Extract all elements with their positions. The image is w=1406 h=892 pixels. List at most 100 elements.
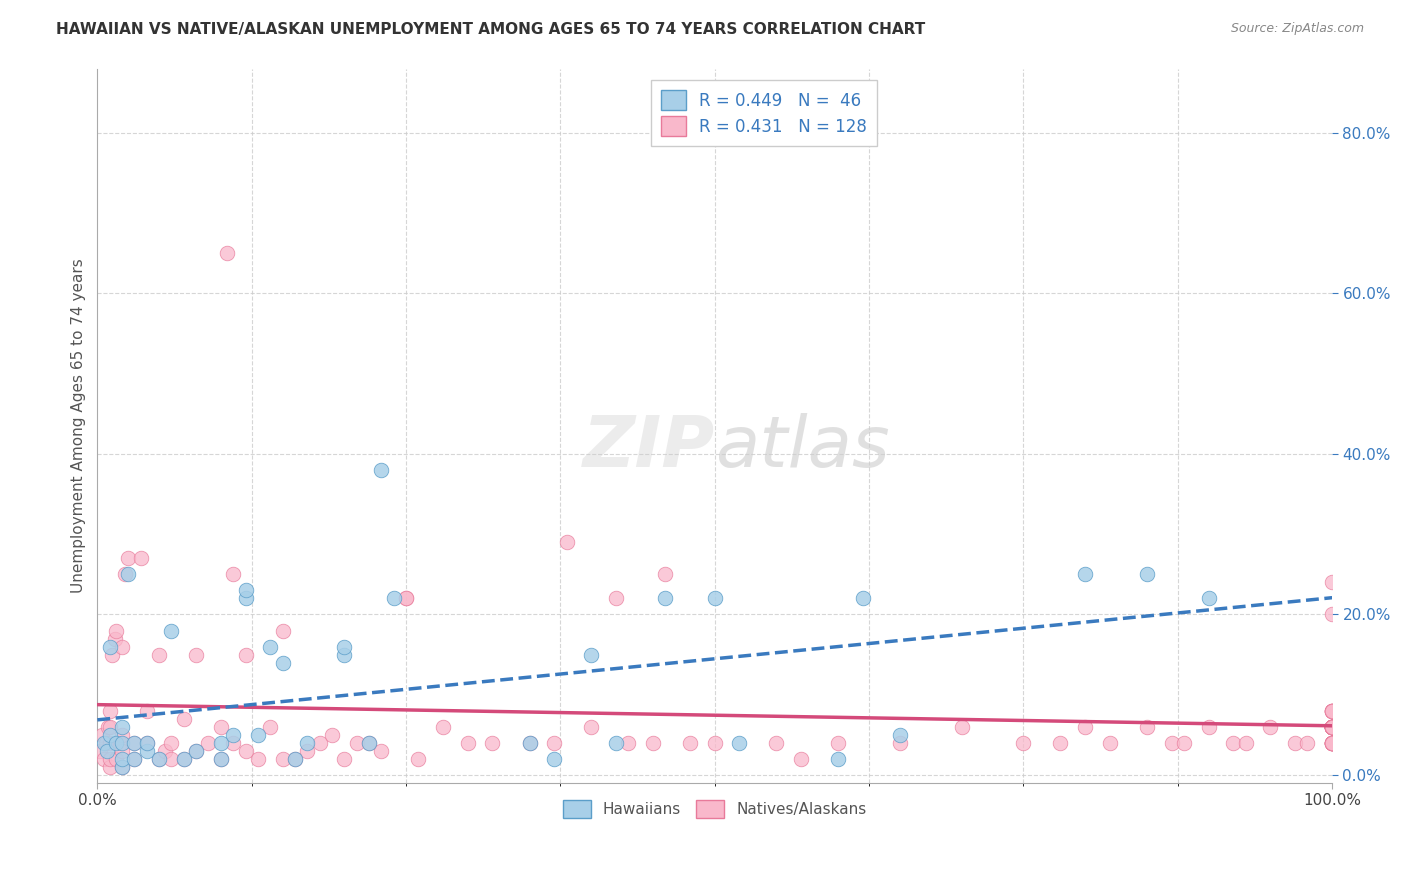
Point — [1320, 736, 1343, 750]
Point — [160, 752, 183, 766]
Point — [605, 736, 627, 750]
Point — [1234, 736, 1257, 750]
Point — [284, 752, 307, 766]
Point — [1173, 736, 1195, 750]
Point — [98, 640, 121, 654]
Point — [333, 648, 356, 662]
Point — [370, 744, 392, 758]
Point — [1320, 720, 1343, 734]
Point — [124, 752, 146, 766]
Point — [271, 624, 294, 638]
Point — [160, 624, 183, 638]
Point — [184, 744, 207, 758]
Point — [950, 720, 973, 734]
Point — [1320, 720, 1343, 734]
Point — [1320, 736, 1343, 750]
Point — [111, 752, 134, 766]
Point — [1320, 704, 1343, 718]
Point — [728, 736, 751, 750]
Point — [1320, 720, 1343, 734]
Point — [1260, 720, 1282, 734]
Point — [1098, 736, 1121, 750]
Point — [1320, 704, 1343, 718]
Point — [297, 736, 319, 750]
Point — [209, 752, 232, 766]
Point — [98, 736, 121, 750]
Point — [259, 720, 281, 734]
Point — [1320, 736, 1343, 750]
Point — [357, 736, 380, 750]
Point — [98, 720, 121, 734]
Point — [308, 736, 330, 750]
Point — [246, 752, 269, 766]
Point — [104, 736, 127, 750]
Point — [654, 567, 676, 582]
Point — [457, 736, 479, 750]
Point — [104, 632, 127, 646]
Point — [1320, 720, 1343, 734]
Point — [222, 736, 245, 750]
Point — [1074, 720, 1097, 734]
Point — [1320, 607, 1343, 622]
Point — [1222, 736, 1244, 750]
Point — [1320, 720, 1343, 734]
Point — [98, 752, 121, 766]
Point — [111, 760, 134, 774]
Point — [852, 591, 875, 606]
Point — [104, 752, 127, 766]
Point — [1320, 720, 1343, 734]
Point — [555, 535, 578, 549]
Point — [209, 736, 232, 750]
Point — [1160, 736, 1182, 750]
Point — [382, 591, 405, 606]
Point — [519, 736, 541, 750]
Point — [827, 736, 849, 750]
Point — [98, 704, 121, 718]
Point — [129, 551, 152, 566]
Point — [209, 752, 232, 766]
Point — [124, 752, 146, 766]
Point — [284, 752, 307, 766]
Point — [1012, 736, 1035, 750]
Point — [101, 648, 124, 662]
Point — [1320, 720, 1343, 734]
Point — [432, 720, 454, 734]
Point — [641, 736, 664, 750]
Point — [1320, 736, 1343, 750]
Point — [148, 752, 170, 766]
Point — [173, 752, 195, 766]
Point — [93, 752, 115, 766]
Point — [111, 760, 134, 774]
Point — [235, 744, 257, 758]
Point — [1320, 736, 1343, 750]
Point — [581, 720, 603, 734]
Point — [765, 736, 787, 750]
Point — [108, 736, 131, 750]
Point — [184, 744, 207, 758]
Point — [1320, 704, 1343, 718]
Point — [235, 591, 257, 606]
Point — [481, 736, 503, 750]
Point — [104, 624, 127, 638]
Point — [581, 648, 603, 662]
Point — [89, 744, 111, 758]
Point — [111, 728, 134, 742]
Point — [98, 760, 121, 774]
Point — [215, 246, 238, 260]
Point — [357, 736, 380, 750]
Point — [605, 591, 627, 606]
Point — [124, 736, 146, 750]
Text: Source: ZipAtlas.com: Source: ZipAtlas.com — [1230, 22, 1364, 36]
Point — [1320, 720, 1343, 734]
Point — [93, 736, 115, 750]
Point — [1320, 720, 1343, 734]
Point — [679, 736, 702, 750]
Point — [1320, 736, 1343, 750]
Point — [111, 640, 134, 654]
Point — [173, 712, 195, 726]
Point — [1284, 736, 1306, 750]
Point — [1320, 575, 1343, 590]
Point — [173, 752, 195, 766]
Point — [1136, 720, 1159, 734]
Point — [1320, 720, 1343, 734]
